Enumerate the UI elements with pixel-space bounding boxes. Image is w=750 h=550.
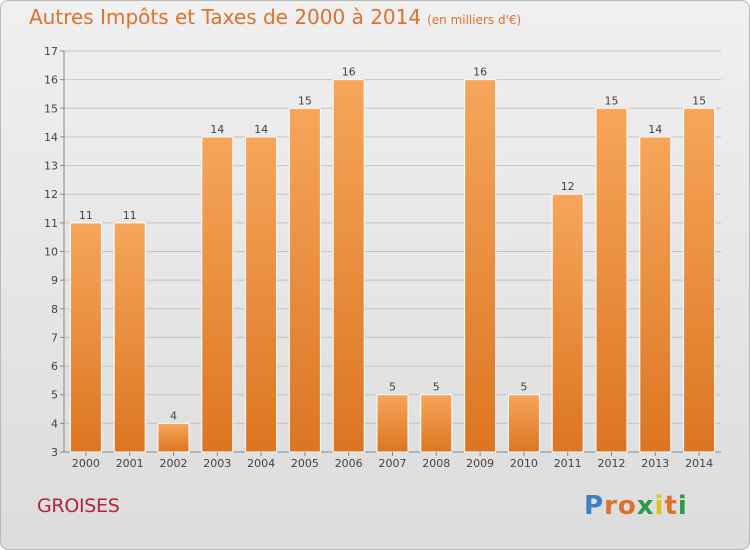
logo-letter: r — [604, 491, 618, 521]
chart-subtitle: (en milliers d'€) — [427, 13, 522, 27]
bar — [420, 394, 453, 453]
x-tick-label: 2014 — [685, 457, 713, 470]
bar — [376, 394, 409, 453]
data-label: 15 — [692, 94, 706, 107]
data-label: 5 — [389, 381, 396, 394]
y-tick-label: 11 — [44, 217, 58, 230]
logo-letter: t — [664, 491, 678, 521]
y-tick-label: 16 — [44, 74, 58, 87]
bar — [113, 222, 146, 453]
bar — [683, 107, 716, 453]
y-tick-label: 14 — [44, 131, 58, 144]
bar — [507, 394, 540, 453]
x-tick-label: 2009 — [466, 457, 494, 470]
x-tick-label: 2003 — [203, 457, 231, 470]
data-label: 14 — [210, 123, 224, 136]
data-label: 15 — [605, 94, 619, 107]
data-label: 15 — [298, 94, 312, 107]
logo-letter: i — [654, 491, 665, 521]
x-tick-label: 2011 — [554, 457, 582, 470]
data-label: 5 — [433, 381, 440, 394]
y-tick-label: 15 — [44, 102, 58, 115]
y-tick-label: 8 — [51, 303, 58, 316]
bar — [245, 136, 278, 453]
proxiti-logo: Proxiti — [584, 491, 688, 521]
logo-letter: x — [636, 491, 655, 521]
data-label: 14 — [254, 123, 268, 136]
x-tick-label: 2012 — [598, 457, 626, 470]
x-tick-label: 2010 — [510, 457, 538, 470]
y-tick-label: 13 — [44, 160, 58, 173]
x-tick-label: 2002 — [160, 457, 188, 470]
bar — [69, 222, 102, 453]
logo-letter: P — [584, 491, 605, 521]
y-tick-label: 12 — [44, 188, 58, 201]
bar — [464, 79, 497, 453]
data-label: 16 — [473, 66, 487, 79]
x-tick-label: 2007 — [379, 457, 407, 470]
bar — [288, 107, 321, 453]
y-tick-label: 6 — [51, 360, 58, 373]
x-tick-label: 2005 — [291, 457, 319, 470]
y-tick-label: 3 — [51, 446, 58, 459]
bar — [201, 136, 234, 453]
logo-letter: o — [617, 491, 637, 521]
x-tick-label: 2006 — [335, 457, 363, 470]
chart-title: Autres Impôts et Taxes de 2000 à 2014 (en… — [29, 5, 522, 29]
place-name: GROISES — [37, 495, 120, 517]
y-tick-label: 17 — [44, 45, 58, 58]
x-tick-label: 2000 — [72, 457, 100, 470]
x-tick-label: 2013 — [641, 457, 669, 470]
bar — [157, 422, 190, 453]
x-tick-label: 2001 — [116, 457, 144, 470]
y-tick-label: 5 — [51, 389, 58, 402]
bar — [551, 193, 584, 453]
data-label: 4 — [170, 409, 177, 422]
x-tick-label: 2008 — [422, 457, 450, 470]
data-label: 12 — [561, 180, 575, 193]
y-tick-label: 10 — [44, 246, 58, 259]
data-label: 5 — [520, 381, 527, 394]
data-label: 14 — [648, 123, 662, 136]
bar — [639, 136, 672, 453]
data-label: 16 — [342, 66, 356, 79]
y-tick-label: 9 — [51, 274, 58, 287]
x-tick-label: 2004 — [247, 457, 275, 470]
bar — [332, 79, 365, 453]
data-label: 11 — [123, 209, 137, 222]
bar — [595, 107, 628, 453]
y-tick-label: 7 — [51, 331, 58, 344]
y-tick-label: 4 — [51, 417, 58, 430]
data-label: 11 — [79, 209, 93, 222]
logo-letter: i — [677, 491, 688, 521]
